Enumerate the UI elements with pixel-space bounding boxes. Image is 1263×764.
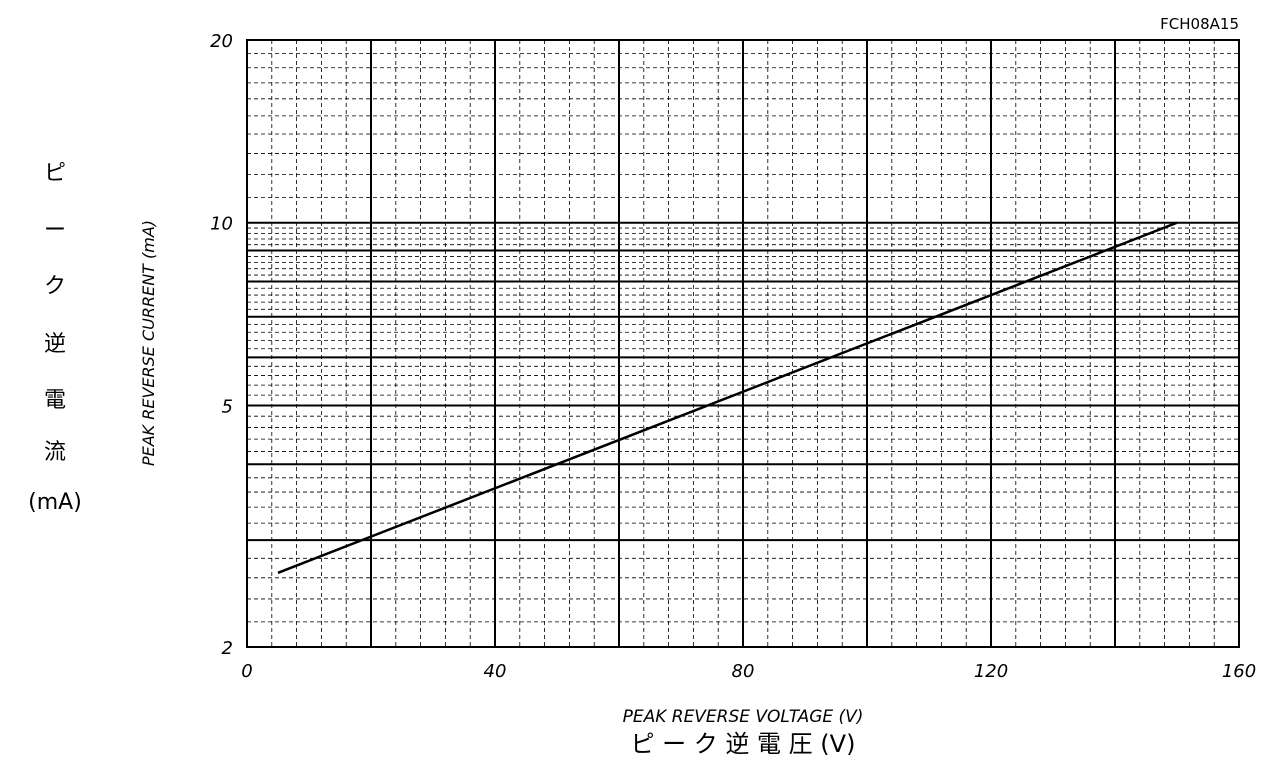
series-line xyxy=(277,221,1178,574)
y-tick-label: 20 xyxy=(210,31,233,52)
y-tick-label: 2 xyxy=(222,638,233,659)
y-axis-label-jp-char: 逆 xyxy=(44,332,66,357)
x-axis-label-jp: ピ ー ク 逆 電 圧 (V) xyxy=(631,730,856,758)
x-tick-labels: 0 40 80 120 160 xyxy=(241,661,1256,682)
y-tick-label: 5 xyxy=(222,396,233,417)
x-tick-label: 0 xyxy=(241,661,252,682)
x-tick-label: 40 xyxy=(484,661,507,682)
x-tick-label: 120 xyxy=(974,661,1008,682)
y-tick-labels: 2 5 10 20 xyxy=(210,31,233,659)
plot-frame xyxy=(246,39,1240,648)
y-axis-label-jp-char: 電 xyxy=(44,388,66,413)
y-axis-label: PEAK REVERSE CURRENT (mA) xyxy=(139,220,158,466)
y-axis-label-jp-char: ク xyxy=(44,274,66,299)
x-axis-label: PEAK REVERSE VOLTAGE (V) xyxy=(623,707,864,727)
x-tick-label: 160 xyxy=(1222,661,1256,682)
y-tick-label: 10 xyxy=(210,214,233,235)
x-tick-label: 80 xyxy=(732,661,755,682)
major-gridlines xyxy=(247,40,1239,647)
y-axis-label-jp-char: (mA) xyxy=(28,490,82,515)
y-axis-label-jp-char: 流 xyxy=(44,440,66,465)
figure-code: FCH08A15 xyxy=(1160,15,1239,33)
y-axis-label-jp-char: ー xyxy=(44,218,66,243)
y-axis-label-jp-char: ピ xyxy=(44,161,66,186)
